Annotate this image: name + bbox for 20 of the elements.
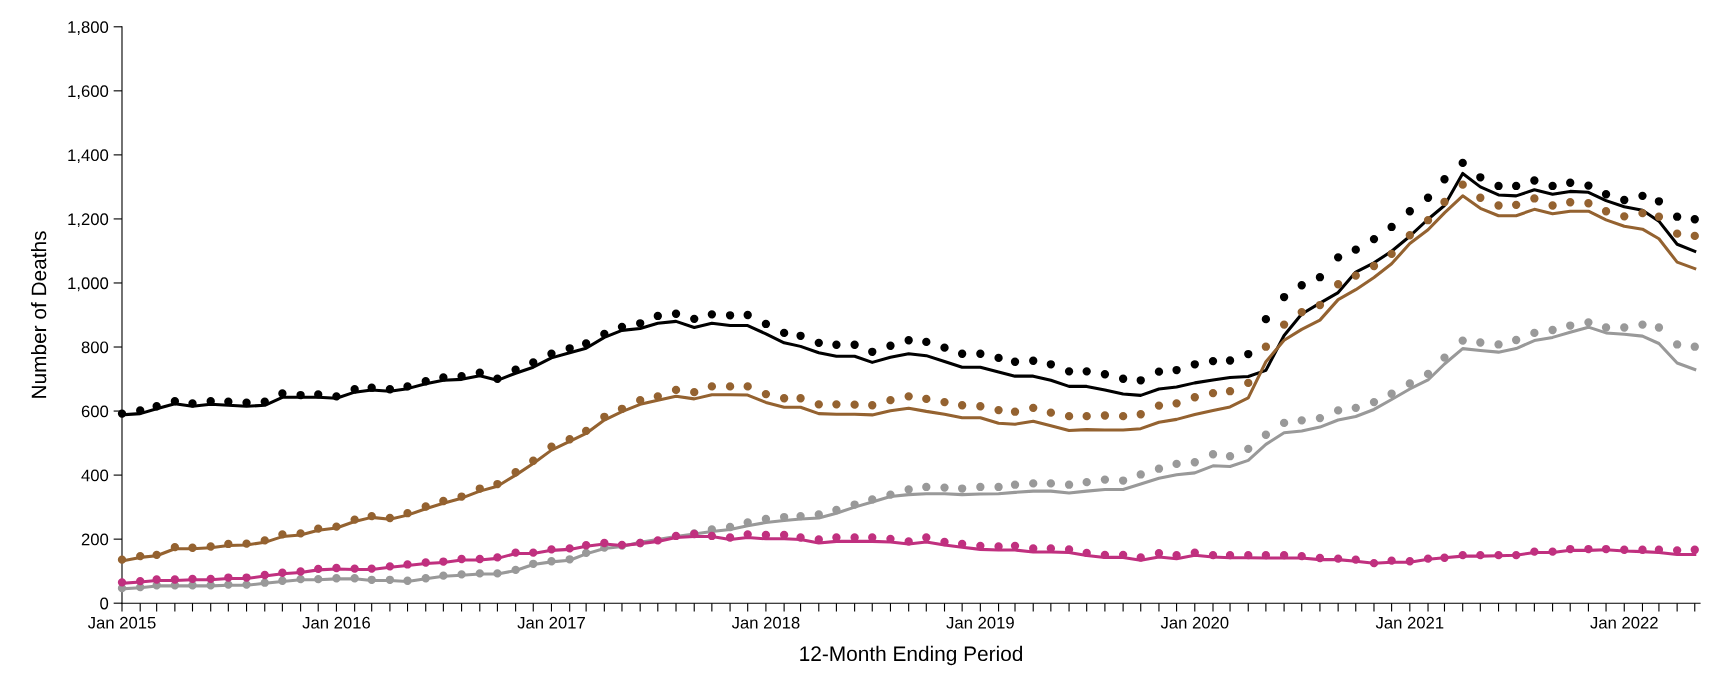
x-tick-label: Jan 2018: [731, 616, 800, 629]
y-tick-label: 0: [100, 597, 109, 610]
x-tick-label: Jan 2015: [87, 616, 156, 629]
x-tick-label: Jan 2016: [302, 616, 370, 629]
y-tick-label: 1,000: [68, 277, 109, 292]
y-tick-label: 200: [81, 533, 109, 546]
y-tick-label: 600: [81, 405, 109, 418]
y-tick-label: 800: [81, 341, 109, 354]
y-tick-label: 1,400: [68, 149, 109, 164]
x-tick-label: Jan 2019: [946, 616, 1014, 629]
x-tick-label: Jan 2021: [1375, 616, 1444, 629]
y-axis-title: Number of Deaths: [31, 231, 47, 398]
y-tick-label: 1,200: [68, 213, 109, 228]
x-axis-title: 12-Month Ending Period: [800, 645, 1023, 666]
x-tick-label: Jan 2017: [517, 616, 585, 629]
x-tick-label: Jan 2020: [1160, 616, 1229, 629]
y-tick-label: 400: [81, 469, 109, 482]
y-tick-label: 1,800: [68, 21, 109, 35]
x-tick-label: Jan 2022: [1590, 616, 1658, 629]
y-tick-label: 1,600: [68, 85, 109, 100]
